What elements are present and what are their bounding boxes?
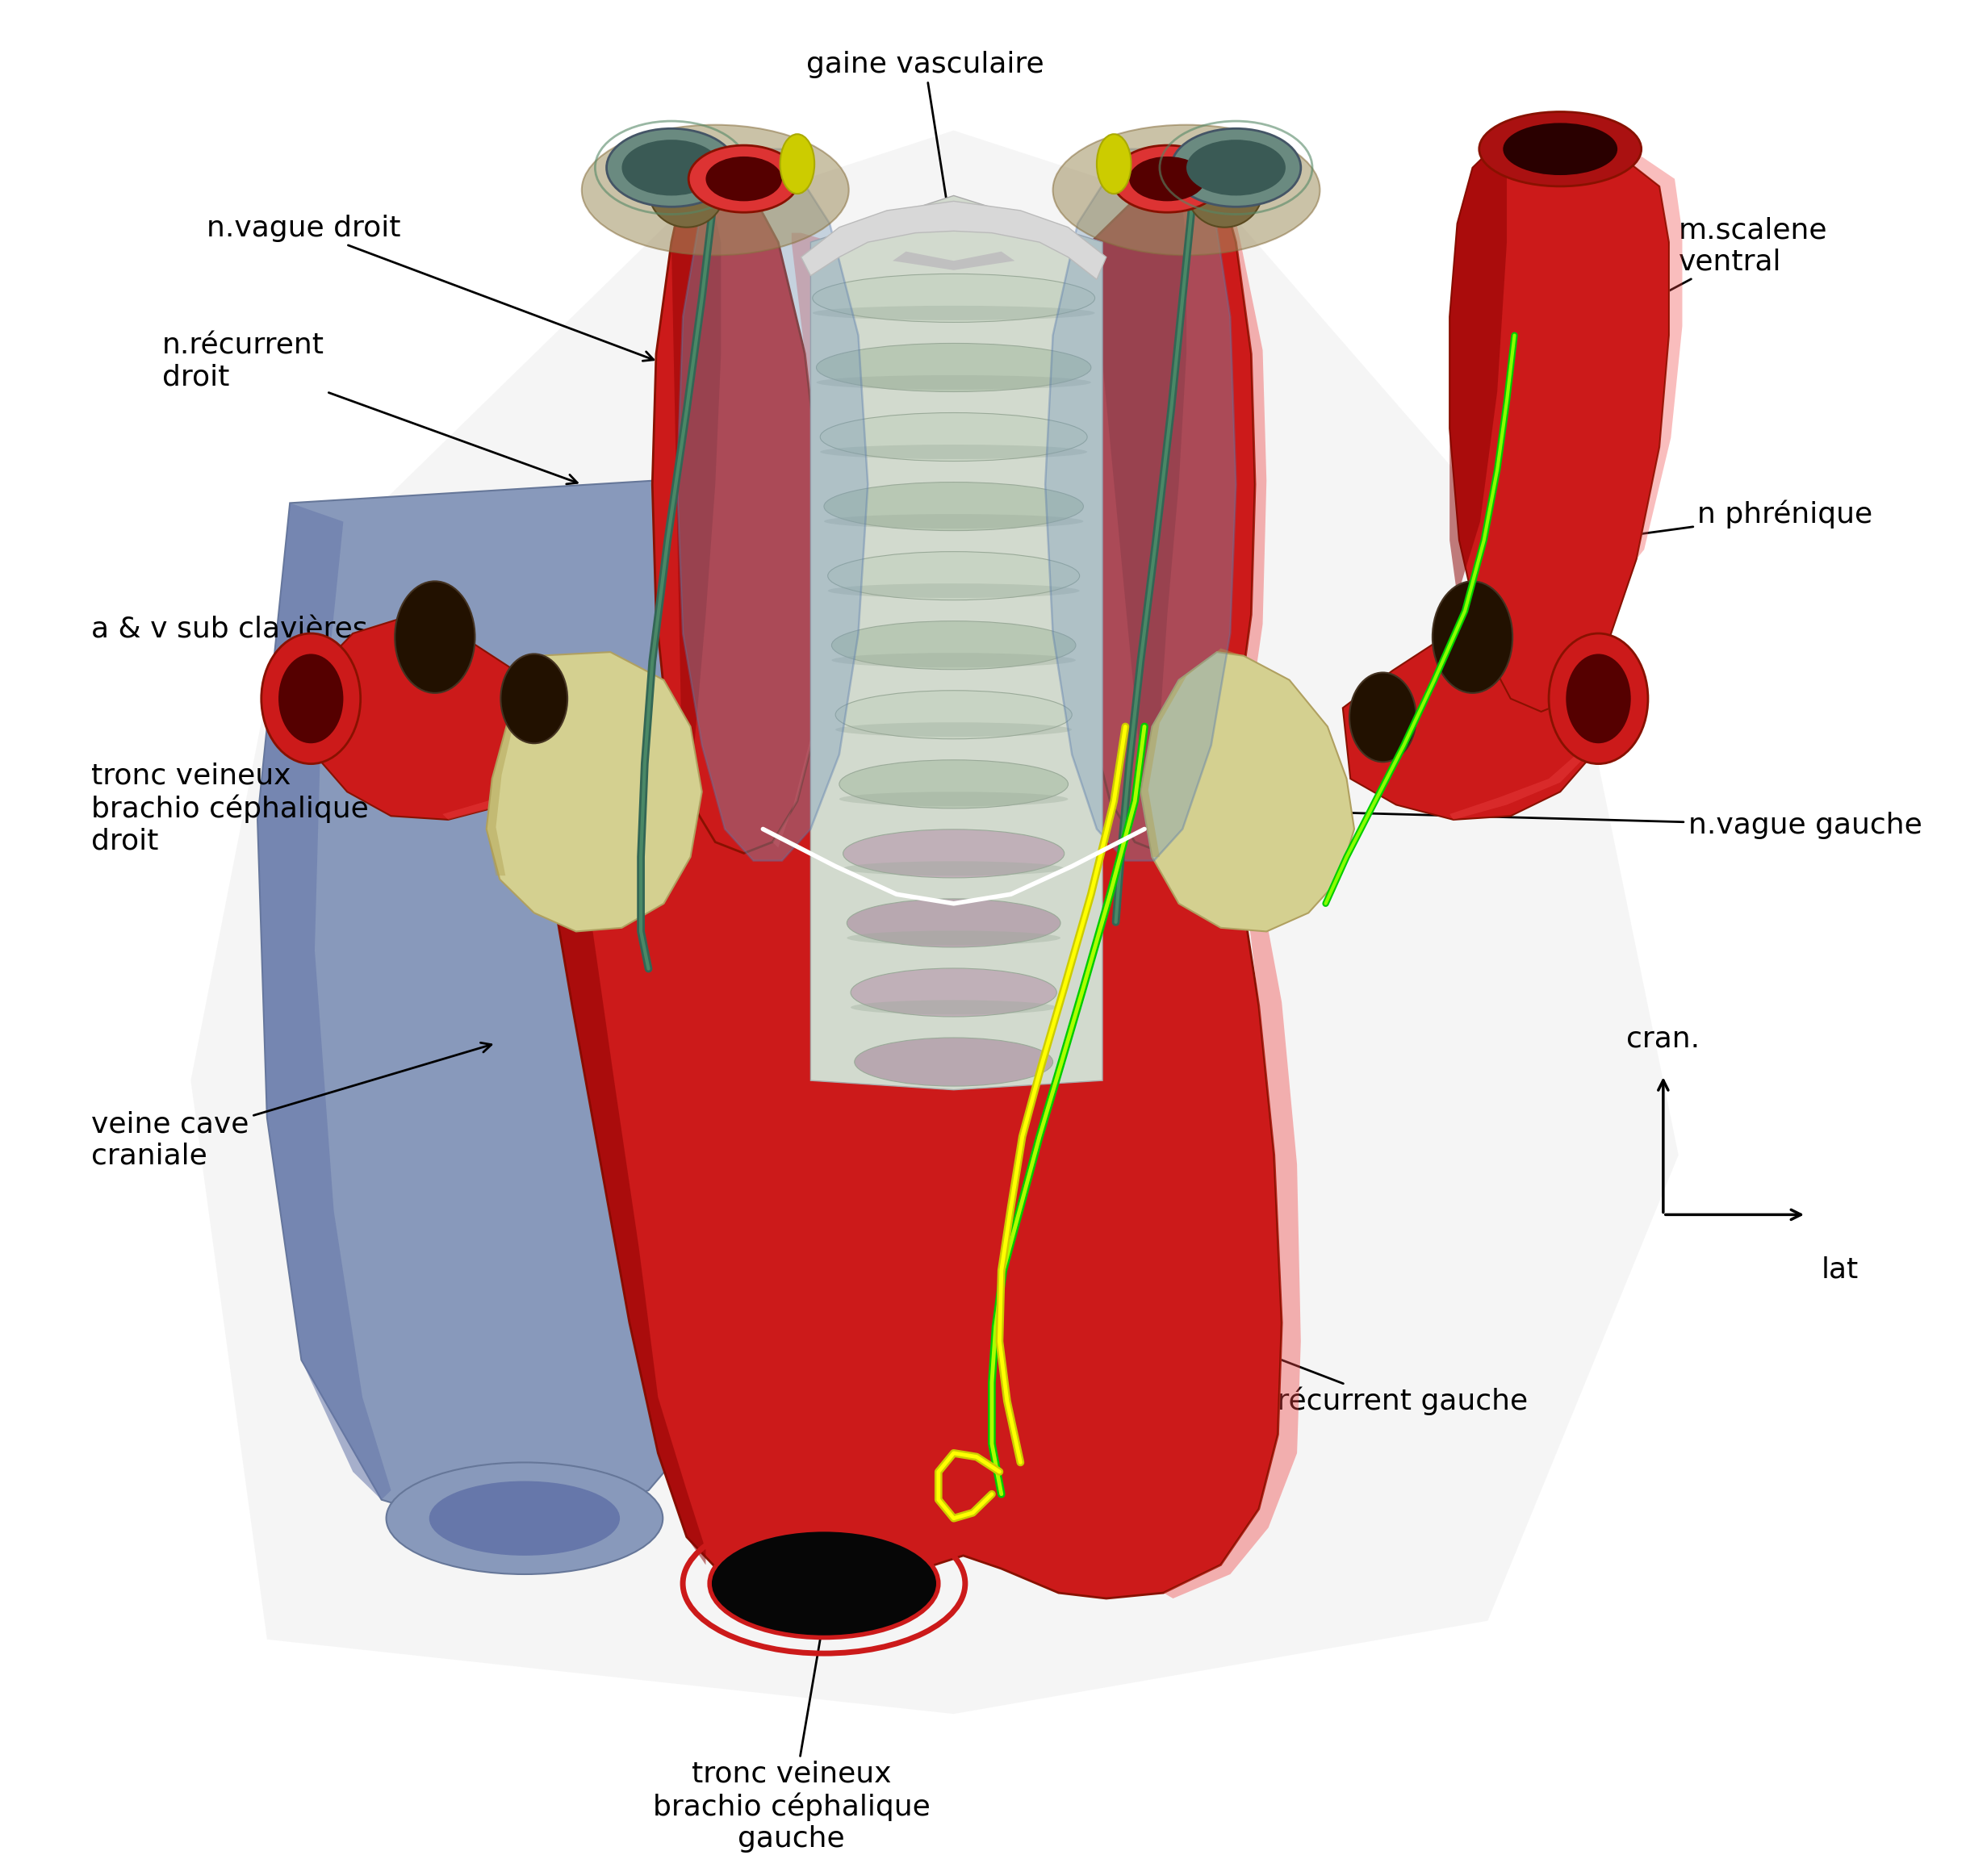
Text: cran.: cran. [1626, 1024, 1701, 1052]
Ellipse shape [621, 139, 722, 195]
Ellipse shape [828, 552, 1079, 600]
Ellipse shape [812, 306, 1095, 321]
Ellipse shape [429, 1480, 619, 1555]
Ellipse shape [1054, 126, 1319, 255]
Ellipse shape [607, 129, 735, 206]
Polygon shape [1140, 649, 1244, 857]
Ellipse shape [847, 899, 1060, 947]
Polygon shape [893, 251, 1014, 270]
Ellipse shape [1504, 124, 1618, 174]
Text: gaine vasculaire: gaine vasculaire [806, 51, 1044, 242]
Polygon shape [1071, 171, 1254, 854]
Ellipse shape [832, 621, 1075, 670]
Ellipse shape [820, 445, 1087, 460]
Polygon shape [1140, 653, 1355, 932]
Ellipse shape [1349, 672, 1416, 762]
Ellipse shape [1185, 152, 1262, 227]
Ellipse shape [781, 135, 814, 193]
Ellipse shape [649, 152, 725, 227]
Text: tronc veineux
brachio céphalique
gauche: tronc veineux brachio céphalique gauche [653, 1621, 930, 1853]
Ellipse shape [501, 655, 568, 743]
Ellipse shape [385, 1463, 663, 1574]
Polygon shape [191, 131, 1679, 1715]
Text: tronc veineux
brachio céphalique
droit: tronc veineux brachio céphalique droit [92, 747, 519, 855]
Ellipse shape [1172, 129, 1301, 206]
Polygon shape [486, 653, 702, 932]
Ellipse shape [851, 1000, 1056, 1015]
Text: a & v sub clavières: a & v sub clavières [92, 615, 450, 655]
Polygon shape [1046, 148, 1237, 861]
Ellipse shape [710, 1529, 938, 1638]
Polygon shape [792, 704, 973, 857]
Polygon shape [672, 171, 722, 801]
Polygon shape [706, 469, 810, 1454]
Text: n.vague gauche: n.vague gauche [1264, 807, 1923, 839]
Ellipse shape [816, 375, 1091, 390]
Ellipse shape [824, 482, 1083, 531]
Text: n.récurrent
droit: n.récurrent droit [161, 332, 578, 484]
Polygon shape [258, 503, 391, 1499]
Polygon shape [810, 195, 1103, 1090]
Ellipse shape [261, 634, 360, 764]
Polygon shape [1449, 148, 1506, 597]
Ellipse shape [855, 1037, 1054, 1086]
Ellipse shape [816, 343, 1091, 392]
Polygon shape [258, 475, 798, 1536]
Text: n.vague droit: n.vague droit [206, 214, 653, 360]
Polygon shape [1164, 876, 1301, 1598]
Ellipse shape [582, 126, 849, 255]
Polygon shape [1449, 148, 1669, 711]
Polygon shape [545, 810, 706, 1565]
Ellipse shape [836, 722, 1071, 737]
Ellipse shape [1185, 139, 1286, 195]
Ellipse shape [1097, 135, 1130, 193]
Polygon shape [545, 707, 1282, 1606]
Text: n phrénique: n phrénique [1532, 499, 1874, 553]
Ellipse shape [1549, 634, 1648, 764]
Ellipse shape [843, 829, 1064, 878]
Ellipse shape [1113, 144, 1223, 212]
Polygon shape [1343, 619, 1602, 820]
Polygon shape [305, 619, 564, 820]
Ellipse shape [395, 582, 476, 692]
Ellipse shape [839, 792, 1068, 807]
Polygon shape [676, 148, 867, 861]
Polygon shape [1449, 704, 1602, 820]
Polygon shape [486, 657, 539, 876]
Ellipse shape [851, 968, 1056, 1017]
Ellipse shape [706, 156, 782, 201]
Ellipse shape [1433, 582, 1512, 692]
Ellipse shape [832, 653, 1075, 668]
Ellipse shape [1567, 655, 1632, 743]
Text: lat: lat [1822, 1255, 1860, 1283]
Ellipse shape [1128, 156, 1205, 201]
Ellipse shape [1478, 113, 1642, 186]
Polygon shape [800, 201, 1107, 280]
Text: veine cave
craniale: veine cave craniale [92, 1043, 492, 1171]
Polygon shape [1612, 144, 1683, 559]
Polygon shape [773, 233, 836, 848]
Ellipse shape [839, 760, 1068, 809]
Polygon shape [1091, 171, 1185, 801]
Text: n.récurrent gauche: n.récurrent gauche [1091, 1287, 1528, 1415]
Ellipse shape [824, 514, 1083, 529]
Polygon shape [442, 704, 564, 820]
Ellipse shape [820, 413, 1087, 461]
Ellipse shape [843, 861, 1064, 876]
Text: m.scalene
ventral: m.scalene ventral [1573, 216, 1826, 343]
Ellipse shape [836, 690, 1071, 739]
Polygon shape [1217, 171, 1266, 848]
Ellipse shape [812, 274, 1095, 323]
Polygon shape [653, 171, 824, 854]
Ellipse shape [279, 655, 344, 743]
Ellipse shape [847, 930, 1060, 946]
Ellipse shape [688, 144, 800, 212]
Ellipse shape [828, 583, 1079, 598]
